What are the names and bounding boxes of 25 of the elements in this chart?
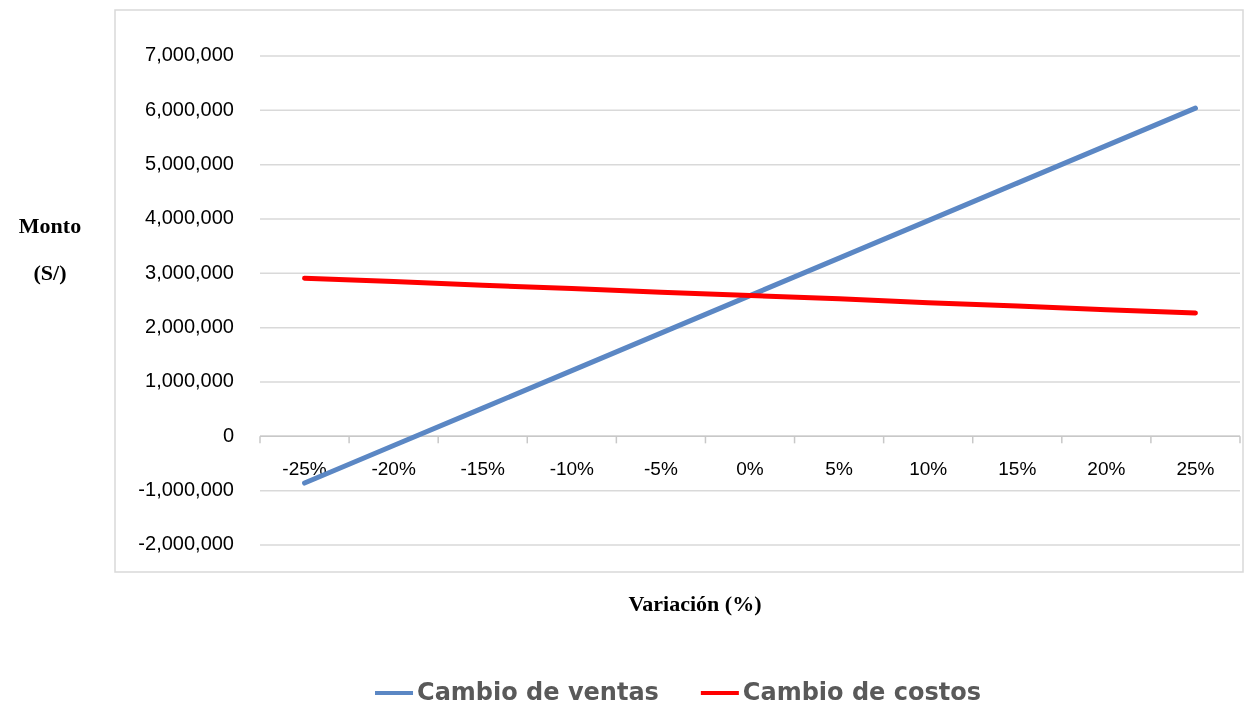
x-tick-label: 10%: [909, 458, 948, 480]
x-axis-title: Variación (%): [628, 591, 762, 617]
y-tick-label: 5,000,000: [145, 151, 234, 174]
x-tick-label: 5%: [825, 458, 853, 480]
x-tick-label: -25%: [282, 458, 327, 480]
x-tick-label: -10%: [549, 458, 595, 480]
x-tick-label: -15%: [460, 458, 506, 480]
x-tick-label: 25%: [1176, 458, 1215, 480]
y-tick-label: 4,000,000: [145, 206, 234, 229]
y-tick-label: 6,000,000: [145, 97, 234, 120]
x-tick-label: 0%: [736, 458, 764, 480]
legend-label: Cambio de ventas: [417, 678, 659, 706]
y-tick-label: 7,000,000: [145, 43, 234, 66]
x-tick-label: -20%: [371, 458, 416, 480]
y-tick-label: 0: [222, 423, 234, 446]
y-tick-label: 3,000,000: [145, 260, 234, 283]
y-tick-label: -2,000,000: [138, 532, 234, 555]
y-tick-label: -1,000,000: [138, 477, 234, 500]
y-tick-label: 2,000,000: [145, 314, 234, 337]
legend-label: Cambio de costos: [742, 678, 981, 706]
y-tick-label: 1,000,000: [145, 369, 234, 392]
y-axis-title: Monto (S/): [18, 213, 82, 286]
x-tick-label: 15%: [998, 458, 1037, 480]
x-tick-label: -5%: [644, 458, 678, 480]
x-tick-label: 20%: [1087, 458, 1126, 480]
